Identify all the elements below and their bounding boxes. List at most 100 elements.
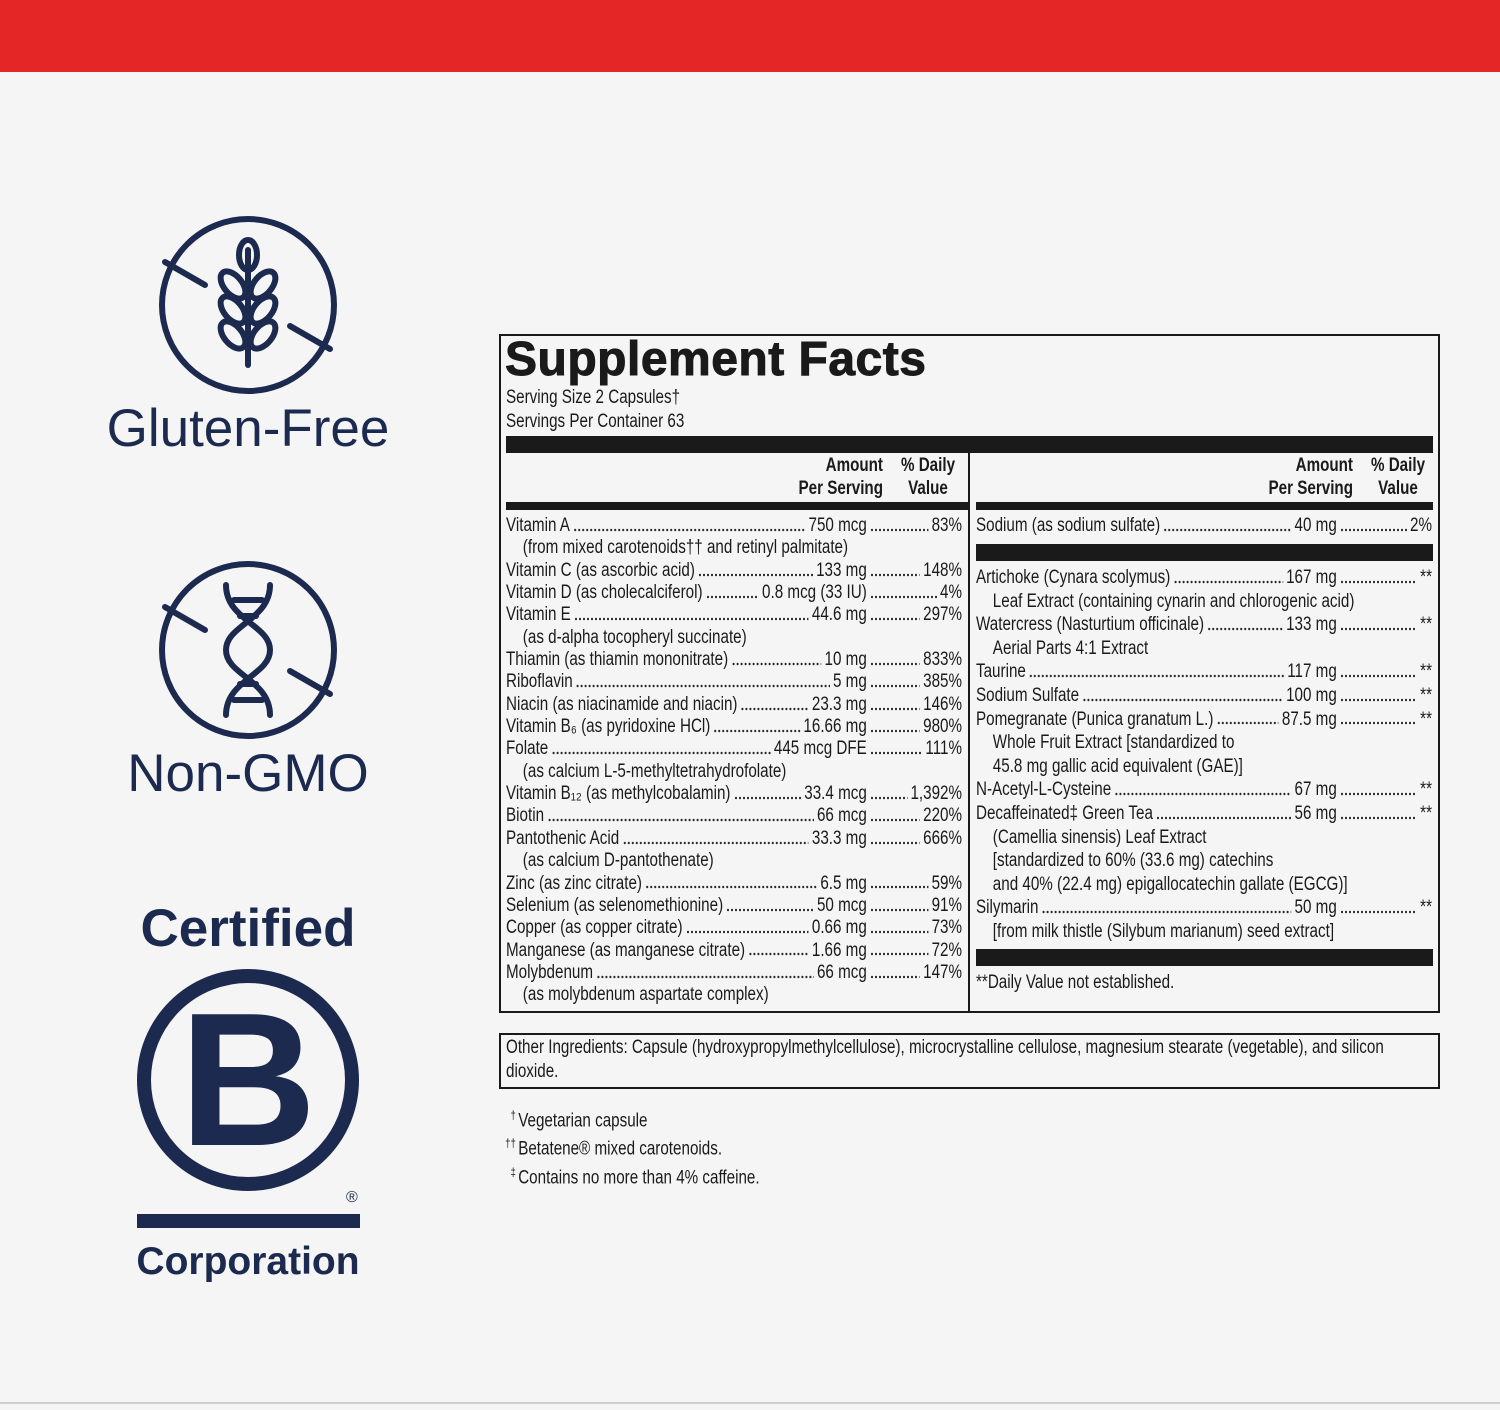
daily-value-cell: 833% (867, 649, 962, 672)
leader (1340, 515, 1407, 538)
daily-value: ** (1420, 897, 1432, 919)
leader (1340, 896, 1417, 920)
bottom-rule (0, 1402, 1500, 1404)
daily-value-cell: ** (1337, 896, 1432, 920)
other-ingredients: Other Ingredients: Capsule (hydroxypropy… (506, 1037, 1384, 1082)
header-line: Value (908, 478, 948, 499)
nutrient-detail: and 40% (22.4 mg) epigallocatechin galla… (992, 873, 1348, 895)
name-amount: Molybdenum 66 mcg (506, 961, 867, 985)
daily-value-cell: 148% (867, 559, 962, 583)
nutrient-row: Zinc (as zinc citrate) 6.5 mg 59% (506, 872, 962, 895)
serving-size: Serving Size 2 Capsules† (506, 387, 681, 408)
daily-value: ** (1420, 614, 1432, 636)
left-column: Vitamin A 750 mcg 83% (from mixed carotenoi… (506, 515, 962, 1007)
nutrient-detail: (Camellia sinensis) Leaf Extract (992, 826, 1207, 848)
bcorp-reg: ® (346, 1189, 358, 1206)
nutrient-detail: [standardized to 60% (33.6 mg) catechins (992, 850, 1274, 872)
nutrient-row: Decaffeinated‡ Green Tea 56 mg ** (976, 801, 1432, 826)
leader (870, 582, 937, 605)
daily-value-cell: ** (1337, 683, 1432, 708)
amount: 44.6 mg (811, 604, 867, 626)
badges-art (137, 216, 360, 1228)
leader (870, 693, 920, 717)
nutrient-row: Thiamin (as thiamin mononitrate) 10 mg 833… (506, 649, 962, 672)
other-box (499, 1033, 1440, 1089)
nutrient-detail: (as calcium L-5-methyltetrahydrofolate) (522, 760, 787, 782)
amount: 66 mcg (816, 805, 867, 827)
daily-value: 147% (923, 961, 962, 983)
leader (870, 827, 920, 851)
bcorp-bottom: Corporation (136, 1240, 360, 1283)
header-line: Per Serving (1268, 478, 1353, 499)
name-amount: Copper (as copper citrate) 0.66 mg (506, 917, 867, 940)
nutrient-name: Vitamin A (506, 515, 570, 536)
nutrient-detail: (from mixed carotenoids†† and retinyl pa… (522, 537, 849, 559)
nutrient-row: Vitamin E 44.6 mg 297% (506, 604, 962, 627)
nutrient-name: Vitamin C (as ascorbic acid) (506, 559, 695, 581)
daily-value-cell: ** (1337, 566, 1432, 590)
daily-value: 4% (940, 582, 962, 604)
amount: 56 mg (1294, 802, 1337, 824)
leader (870, 783, 908, 806)
nutrient-row: Sodium (as sodium sulfate) 40 mg 2% (976, 515, 1432, 538)
footnotes: † Vegetarian capsule †† Betatene® mixed car… (503, 1104, 760, 1189)
nutrient-row: Silymarin 50 mg ** (976, 896, 1432, 920)
nutrient-name: Artichoke (Cynara scolymus) (976, 567, 1171, 588)
amount: 33.4 mcg (804, 783, 867, 805)
nutrient-name: Sodium (as sodium sulfate) (976, 515, 1161, 536)
daily-value-cell: 980% (867, 716, 962, 739)
amount-header: Amount Per Serving (723, 454, 883, 500)
top-band (0, 0, 1500, 72)
amount: 50 mcg (816, 894, 867, 916)
header-line: % Daily (900, 455, 956, 476)
daily-value: ** (1420, 779, 1432, 801)
leader (1216, 707, 1279, 732)
name-amount: Vitamin B₁₂ (as methylcobalamin) 33.4 mcg (506, 783, 867, 806)
nutrient-detail: Whole Fruit Extract [standardized to (992, 732, 1235, 754)
name-amount: Vitamin D (as cholecalciferol) 0.8 mcg (3… (506, 582, 867, 605)
name-amount: Pomegranate (Punica granatum L.) 87.5 mg (976, 707, 1337, 732)
leader (870, 604, 920, 627)
nutrient-detail: 45.8 mg gallic acid equivalent (GAE)] (992, 755, 1243, 777)
leader (1340, 801, 1417, 826)
daily-value-cell: 220% (867, 805, 962, 828)
leader (731, 649, 822, 672)
amount: 16.66 mg (803, 716, 867, 738)
dv-header: % Daily Value (1318, 454, 1478, 500)
nutrient-row: Folate 445 mcg DFE 111% (506, 738, 962, 761)
leader (1340, 660, 1417, 684)
nutrient-name: Riboflavin (506, 671, 573, 693)
daily-value: 220% (923, 805, 962, 827)
daily-value: ** (1420, 661, 1432, 683)
amount: 33.3 mg (811, 827, 867, 849)
amount: 1.66 mg (811, 939, 867, 961)
leader (551, 738, 771, 761)
footnote: †† Betatene® mixed carotenoids. (503, 1132, 760, 1160)
name-amount: Vitamin C (as ascorbic acid) 133 mg (506, 559, 867, 583)
daily-value-cell: 385% (867, 671, 962, 694)
amount: 5 mg (833, 671, 867, 693)
leader (1156, 801, 1292, 826)
nutrient-name: Watercress (Nasturtium officinale) (976, 614, 1205, 636)
name-amount: Zinc (as zinc citrate) 6.5 mg (506, 872, 867, 895)
leader (1163, 515, 1292, 538)
nutrient-name: Silymarin (976, 897, 1039, 919)
daily-value: 59% (931, 872, 962, 894)
name-amount: Watercress (Nasturtium officinale) 133 mg (976, 613, 1337, 637)
nutrient-name: Biotin (506, 805, 545, 827)
leader (1041, 896, 1292, 920)
header-line: % Daily (1370, 455, 1426, 476)
daily-value-cell: 146% (867, 693, 962, 717)
daily-value: 833% (923, 649, 962, 671)
daily-value: ** (1420, 708, 1432, 730)
amount: 6.5 mg (820, 872, 867, 894)
leader (622, 827, 809, 851)
facts-box (499, 334, 1440, 1013)
daily-value-cell: ** (1337, 660, 1432, 684)
name-amount: Biotin 66 mcg (506, 805, 867, 828)
leader (685, 917, 809, 940)
leader (870, 939, 929, 962)
daily-value: 2% (1410, 515, 1432, 536)
header-line: Value (1378, 478, 1418, 499)
leader (870, 872, 929, 895)
